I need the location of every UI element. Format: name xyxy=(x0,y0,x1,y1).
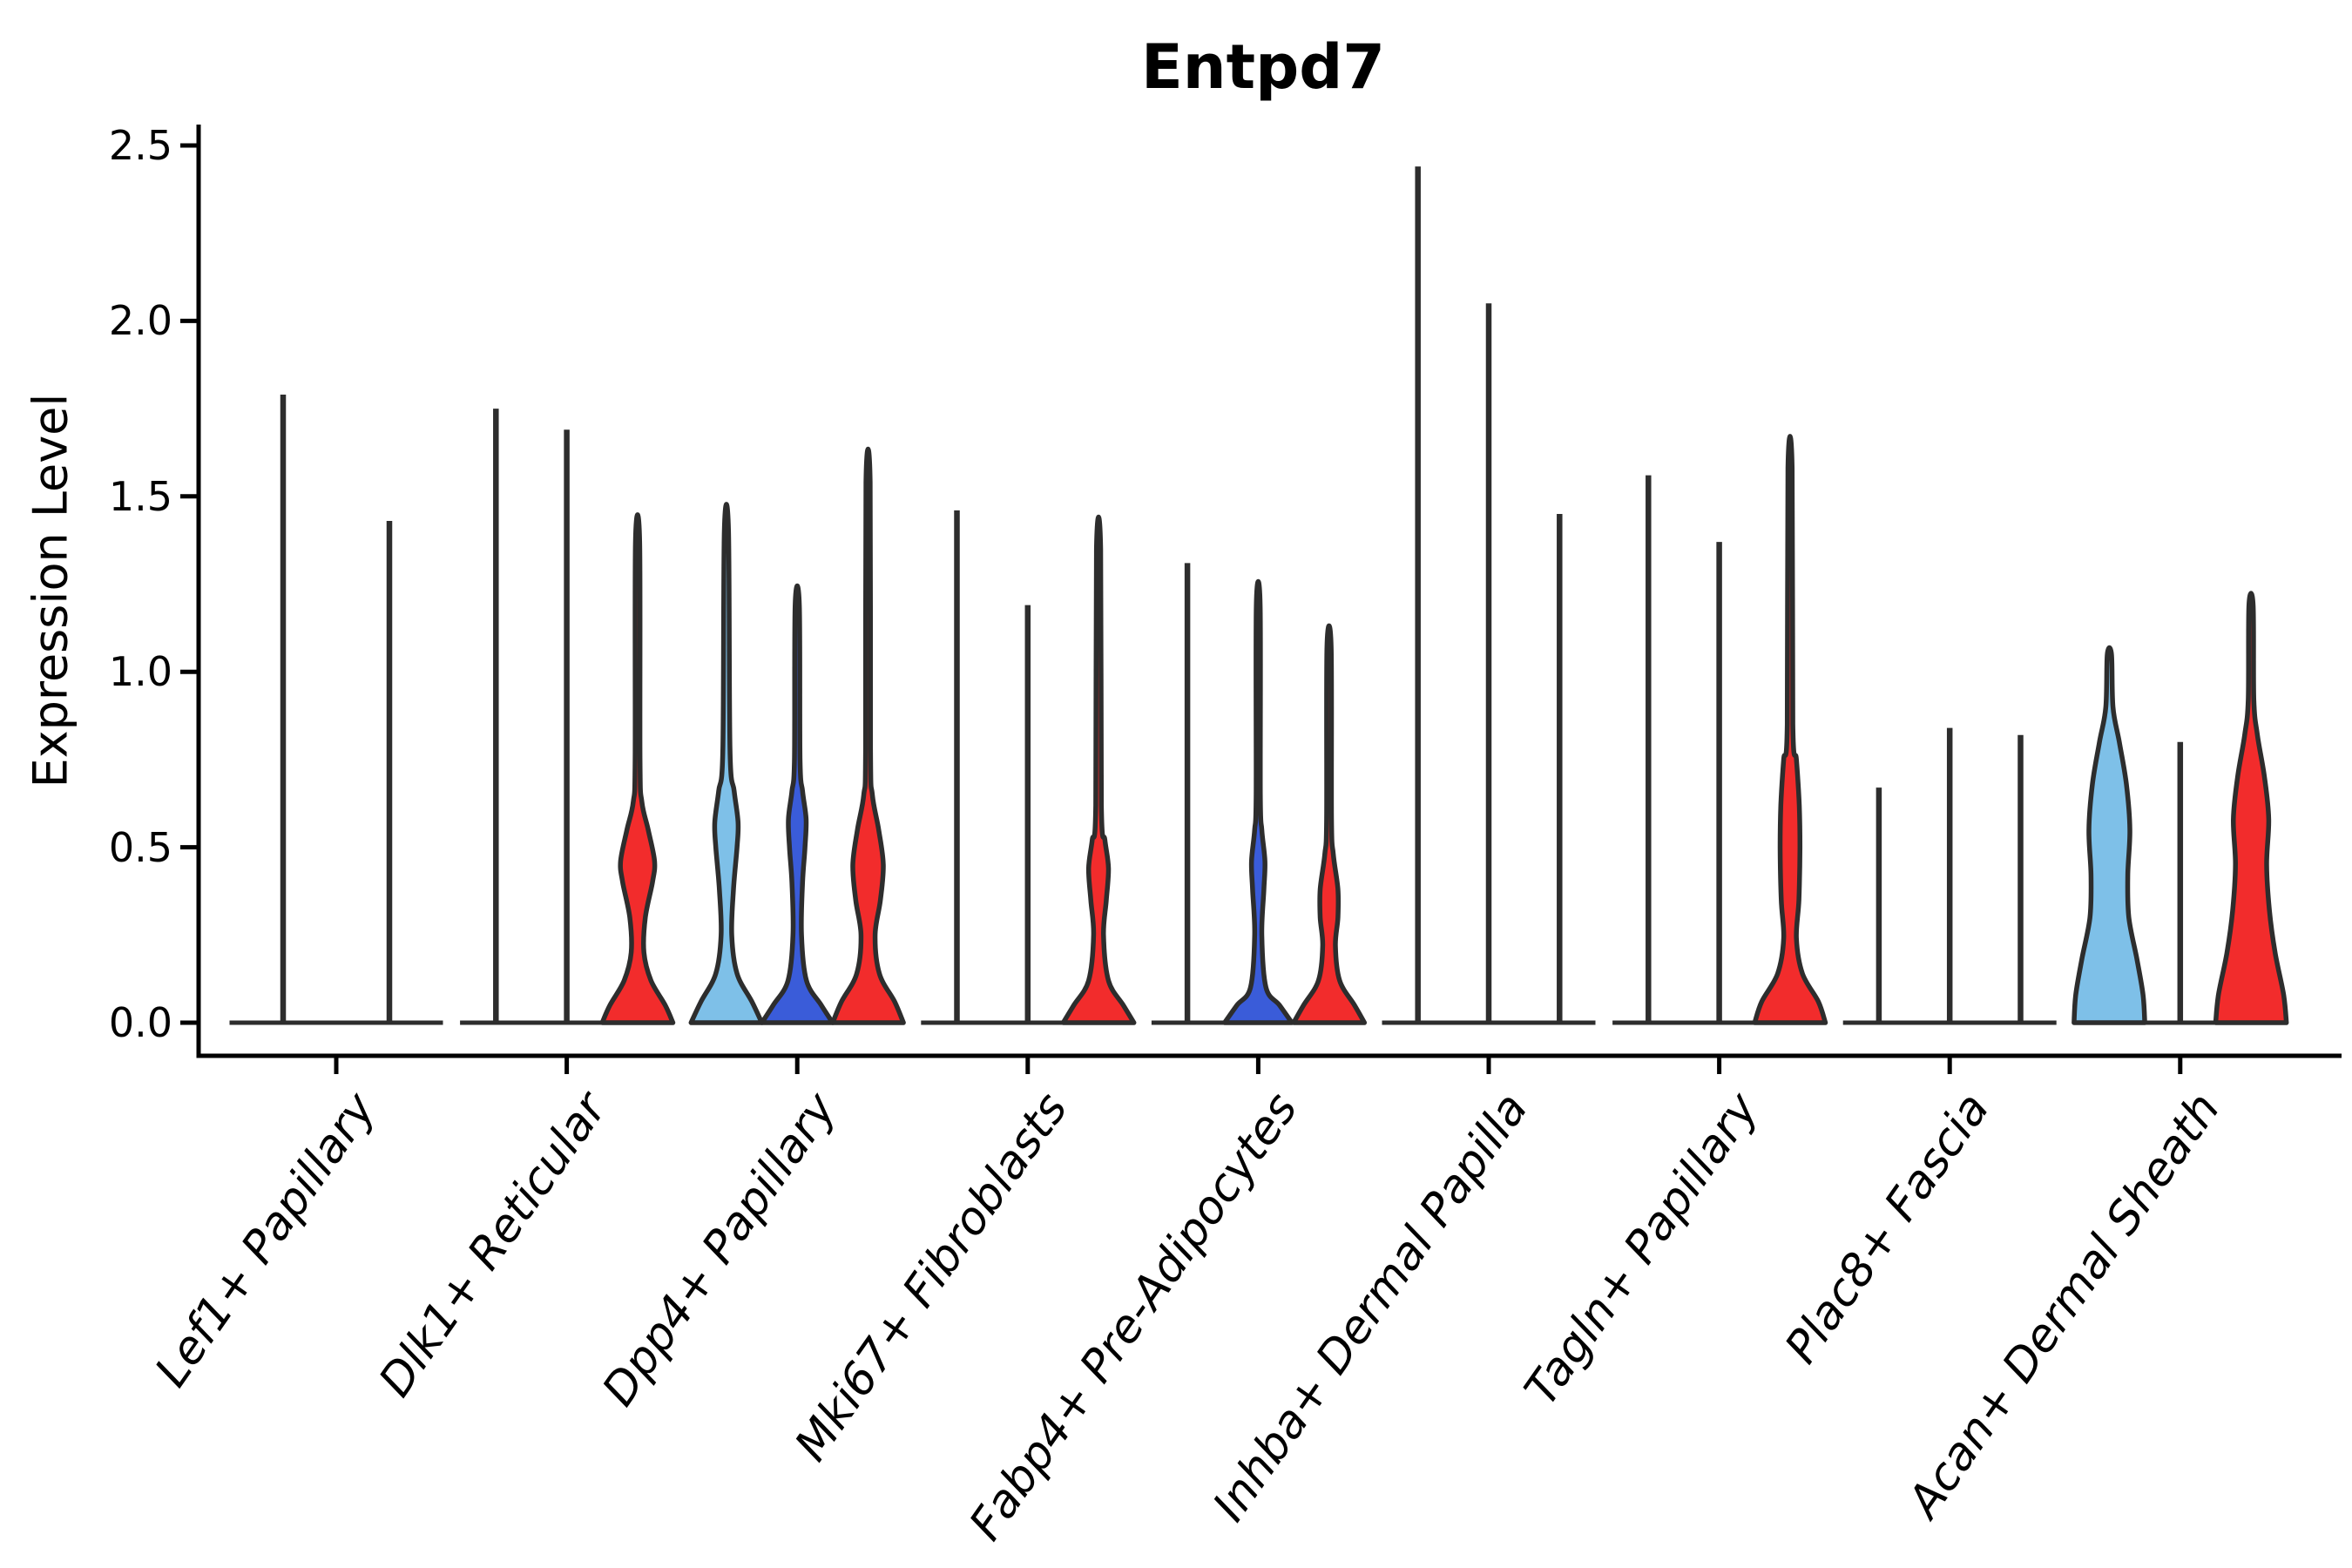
violin-body xyxy=(1222,579,1294,1025)
y-tick-label: 0.5 xyxy=(108,823,172,871)
violin-body xyxy=(1060,515,1137,1025)
y-axis-label: Expression Level xyxy=(23,393,78,788)
violin-body xyxy=(599,512,676,1025)
y-tick-label: 0.0 xyxy=(108,999,172,1046)
violin-body xyxy=(2072,645,2147,1025)
violin-body xyxy=(830,447,906,1025)
y-tick-label: 2.5 xyxy=(108,122,172,169)
violin-body xyxy=(759,583,835,1025)
chart-title: Entpd7 xyxy=(1140,31,1386,103)
violin-body xyxy=(688,502,765,1025)
violin-body xyxy=(1752,434,1828,1025)
violin-body xyxy=(2213,591,2289,1025)
violin-body xyxy=(1291,623,1368,1025)
y-tick-label: 2.0 xyxy=(108,297,172,345)
y-tick-label: 1.5 xyxy=(108,472,172,520)
y-tick-label: 1.0 xyxy=(108,648,172,696)
